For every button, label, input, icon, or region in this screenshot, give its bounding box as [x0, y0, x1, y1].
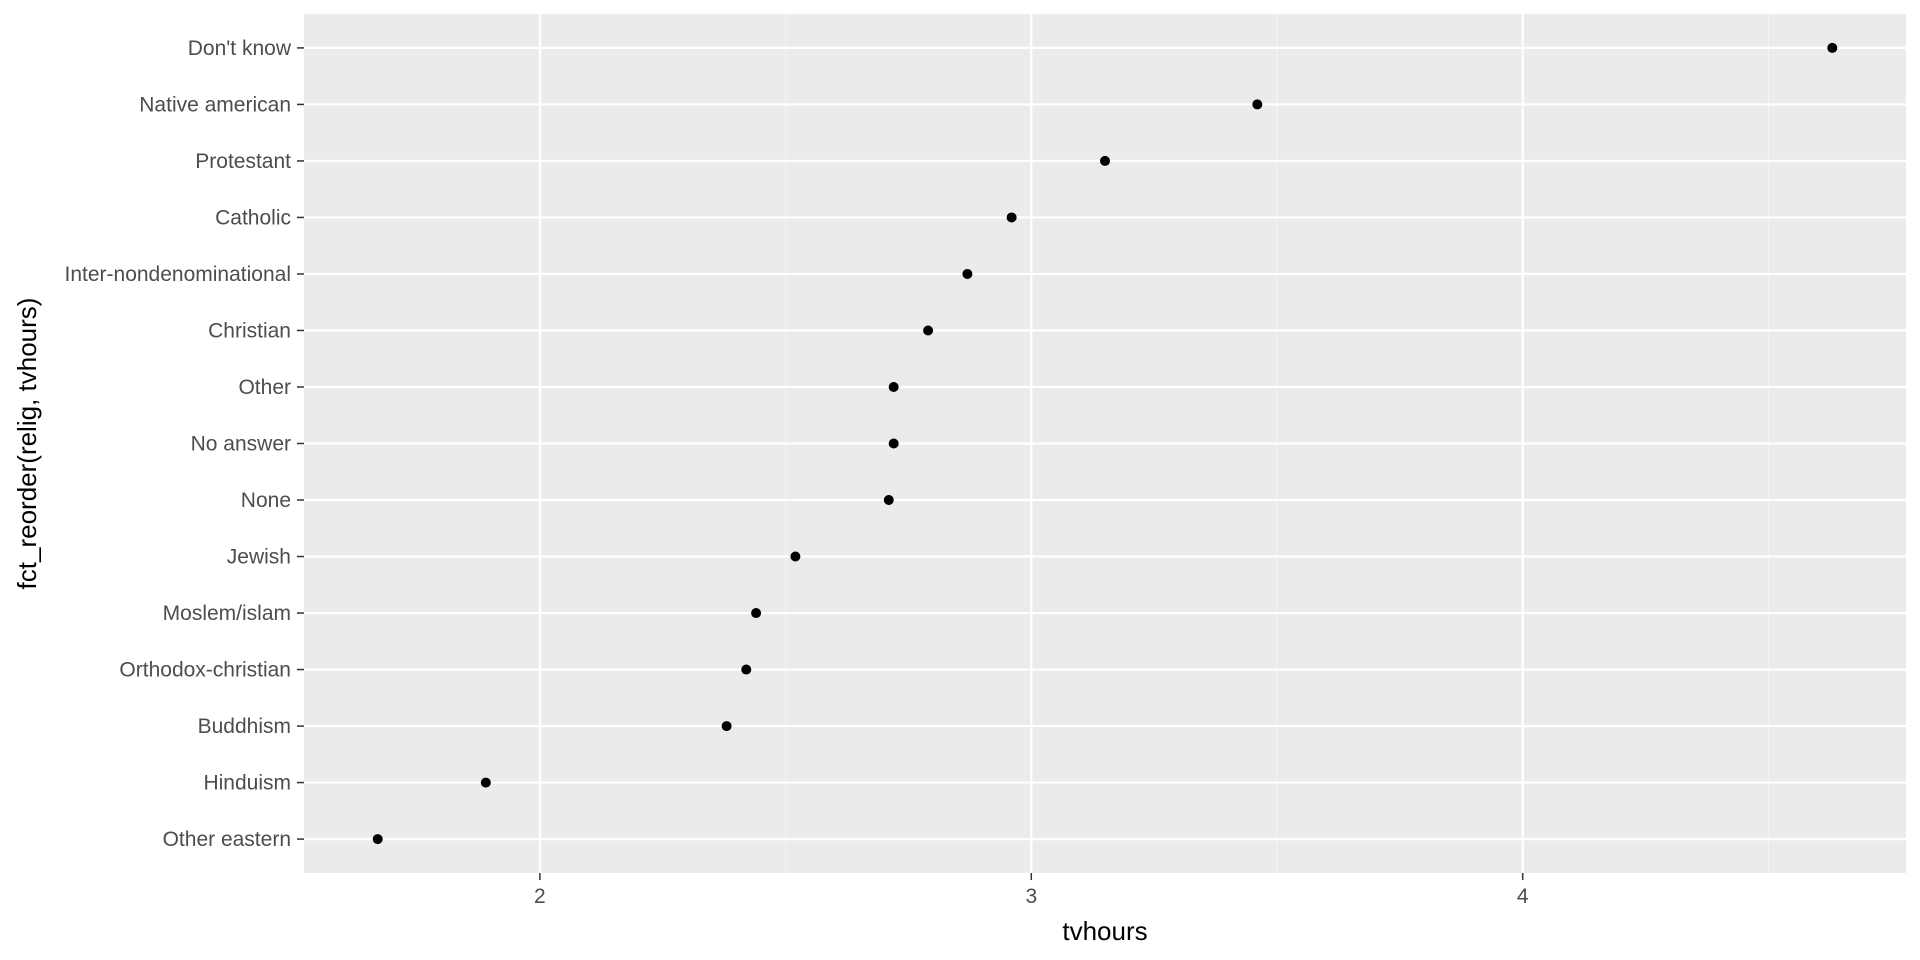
x-tick-label: 2	[534, 885, 546, 908]
y-tick-label: Jewish	[227, 546, 291, 569]
data-point	[923, 325, 934, 336]
x-tick-label: 3	[1025, 885, 1037, 908]
y-tick-label: Christian	[208, 319, 291, 342]
data-point	[721, 721, 732, 732]
data-point	[480, 777, 491, 788]
y-tick-label: Native american	[139, 93, 291, 116]
tick-labels: 2 3 4 Don't know Native american Protestant Ca…	[65, 37, 1529, 908]
x-axis-title: tvhours	[1062, 916, 1147, 946]
x-tick-label: 4	[1517, 885, 1529, 908]
data-point	[790, 551, 801, 562]
data-point	[751, 608, 762, 619]
data-point	[962, 268, 973, 279]
y-tick-label: Catholic	[215, 206, 291, 229]
y-tick-label: Buddhism	[198, 715, 291, 738]
y-tick-label: Other eastern	[163, 828, 291, 851]
data-point	[741, 664, 752, 675]
data-point	[883, 495, 894, 506]
y-tick-label: Moslem/islam	[163, 602, 291, 625]
data-point	[1827, 42, 1838, 53]
data-point	[1006, 212, 1017, 223]
y-tick-label: Other	[238, 376, 291, 399]
y-tick-label: None	[241, 489, 291, 512]
data-points	[372, 42, 1838, 845]
y-tick-label: Hinduism	[203, 772, 291, 795]
data-point	[1100, 155, 1110, 166]
y-axis-title: fct_reorder(relig, tvhours)	[12, 298, 42, 590]
y-tick-label: No answer	[191, 433, 291, 456]
y-tick-label: Orthodox-christian	[119, 659, 291, 682]
data-point	[888, 438, 899, 449]
data-point	[372, 834, 383, 845]
y-tick-label: Protestant	[195, 150, 291, 173]
y-tick-label: Don't know	[188, 37, 292, 60]
grid-lines	[304, 14, 1906, 873]
data-point	[1252, 99, 1263, 110]
y-tick-label: Inter-nondenominational	[65, 263, 292, 286]
data-point	[888, 381, 899, 392]
axis-ticks	[297, 47, 1524, 880]
